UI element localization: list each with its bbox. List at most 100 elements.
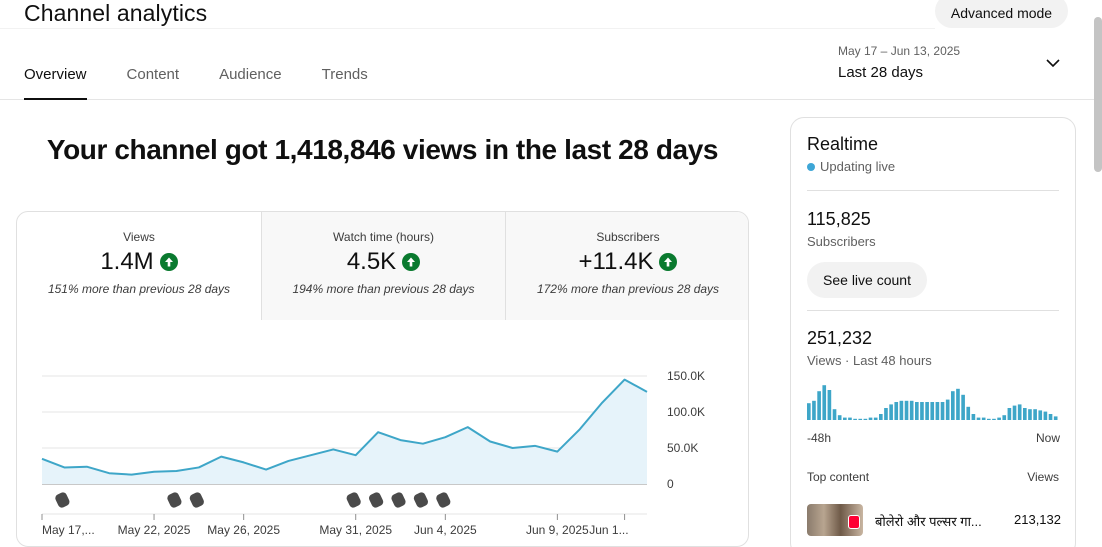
page-title: Channel analytics — [24, 0, 208, 26]
subscriber-count: 115,825 — [807, 209, 871, 229]
advanced-mode-button[interactable]: Advanced mode — [935, 0, 1068, 28]
x-tick-label: May 17,... — [42, 523, 95, 537]
metric-label: Views — [123, 230, 155, 244]
realtime-bar — [1033, 409, 1037, 420]
metric-tab-views[interactable]: Views 1.4M 151% more than previous 28 da… — [17, 212, 261, 320]
arrow-up-icon — [659, 253, 678, 271]
realtime-bar — [951, 391, 955, 420]
y-tick-label: 50.0K — [667, 441, 698, 455]
realtime-bar — [858, 418, 863, 420]
shorts-marker-icon — [55, 492, 70, 508]
series-line — [41, 378, 648, 476]
realtime-bar — [961, 394, 965, 420]
realtime-bar — [868, 417, 873, 420]
metric-value: 1.4M — [100, 248, 154, 275]
realtime-bar — [889, 404, 893, 420]
realtime-bar — [987, 418, 991, 420]
realtime-bar — [915, 402, 919, 420]
metric-value: +11.4K — [578, 248, 654, 275]
realtime-bar — [848, 417, 852, 420]
realtime-bar — [966, 406, 971, 420]
realtime-bar — [863, 418, 868, 420]
y-tick-label: 100.0K — [667, 405, 705, 419]
realtime-bar — [1028, 409, 1032, 420]
video-thumbnail — [807, 504, 863, 536]
metric-label: Subscribers — [596, 230, 660, 244]
realtime-bar — [925, 402, 929, 420]
realtime-bar — [843, 417, 847, 420]
tab-bar: Overview Content Audience Trends — [24, 66, 408, 100]
y-tick-label: 0 — [667, 477, 674, 491]
realtime-bar — [807, 403, 811, 420]
realtime-bar — [1053, 416, 1058, 420]
realtime-bar — [853, 418, 857, 420]
x-tick-label: May 31, 2025 — [319, 523, 392, 537]
metric-change-note: 194% more than previous 28 days — [292, 282, 475, 296]
arrow-up-icon — [159, 253, 178, 271]
realtime-bar — [884, 408, 888, 420]
top-content-views: 213,132 — [1014, 512, 1061, 527]
subscriber-label: Subscribers — [807, 234, 876, 249]
x-tick-label: May 26, 2025 — [207, 523, 280, 537]
arrow-up-icon — [402, 253, 421, 271]
realtime-bar — [1048, 414, 1053, 420]
x-tick-label: May 22, 2025 — [118, 523, 191, 537]
realtime-bar — [1012, 405, 1017, 420]
realtime-bar — [827, 390, 832, 420]
views-line-chart: 150.0K 100.0K 50.0K 0 May 17,... May 22, 2025… — [41, 369, 705, 537]
top-content-title: बोलेरो और पल्सर गा... — [875, 514, 982, 529]
realtime-bar — [812, 400, 816, 420]
realtime-bar — [1002, 415, 1007, 420]
metric-change-note: 151% more than previous 28 days — [47, 282, 231, 296]
realtime-bar — [997, 417, 1001, 420]
top-content-heading: Top content — [807, 470, 870, 484]
realtime-card: Realtime Updating live 115,825 Subscribe… — [790, 117, 1076, 547]
metric-value: 4.5K — [346, 248, 397, 275]
shorts-marker-icon — [346, 492, 361, 508]
realtime-bar — [935, 402, 940, 420]
realtime-bar — [1017, 404, 1022, 420]
metric-change-note: 172% more than previous 28 days — [536, 282, 720, 296]
tab-audience[interactable]: Audience — [219, 66, 282, 83]
top-content-item[interactable]: बोलेरो और पल्सर गा... 213,132 — [807, 504, 1061, 536]
realtime-bar — [1007, 408, 1012, 420]
tab-trends[interactable]: Trends — [321, 66, 368, 83]
top-content-views-heading: Views — [1027, 470, 1059, 484]
realtime-bar — [992, 418, 996, 420]
realtime-bar — [981, 417, 986, 420]
axis-end-label: Now — [1036, 431, 1061, 445]
shorts-icon — [848, 515, 860, 529]
page-scrollbar[interactable] — [1094, 17, 1102, 172]
tab-overview[interactable]: Overview — [24, 66, 87, 100]
chevron-down-icon — [1046, 59, 1060, 68]
realtime-bar-chart — [807, 385, 1058, 420]
realtime-bar — [940, 402, 945, 420]
date-range-label: Last 28 days — [838, 64, 924, 81]
y-tick-label: 150.0K — [667, 369, 705, 383]
realtime-bar — [920, 402, 924, 420]
realtime-bar — [837, 415, 842, 420]
metric-label: Watch time (hours) — [333, 230, 434, 244]
see-live-count-button[interactable]: See live count — [807, 262, 927, 298]
date-range-dates: May 17 – Jun 13, 2025 — [838, 44, 961, 58]
shorts-marker-icon — [369, 492, 384, 508]
shorts-marker-icon — [391, 492, 406, 508]
divider — [0, 28, 935, 29]
metric-tab-subscribers[interactable]: Subscribers +11.4K 172% more than previo… — [505, 212, 748, 320]
live-status: Updating live — [807, 159, 895, 174]
divider — [807, 310, 1059, 311]
date-range-picker[interactable]: May 17 – Jun 13, 2025 Last 28 days — [838, 44, 1068, 88]
tab-content[interactable]: Content — [126, 66, 180, 83]
realtime-bar — [909, 400, 914, 420]
realtime-bar — [945, 399, 950, 420]
series-area — [42, 379, 647, 484]
realtime-bar — [904, 400, 909, 420]
realtime-bar — [1043, 411, 1048, 420]
shorts-marker-icon — [436, 492, 451, 508]
realtime-bar — [873, 417, 878, 420]
realtime-bar — [899, 400, 904, 420]
shorts-marker-icon — [167, 492, 182, 508]
realtime-bar — [817, 391, 821, 420]
metric-tab-watch-time[interactable]: Watch time (hours) 4.5K 194% more than p… — [261, 212, 505, 320]
realtime-bar — [822, 385, 827, 420]
